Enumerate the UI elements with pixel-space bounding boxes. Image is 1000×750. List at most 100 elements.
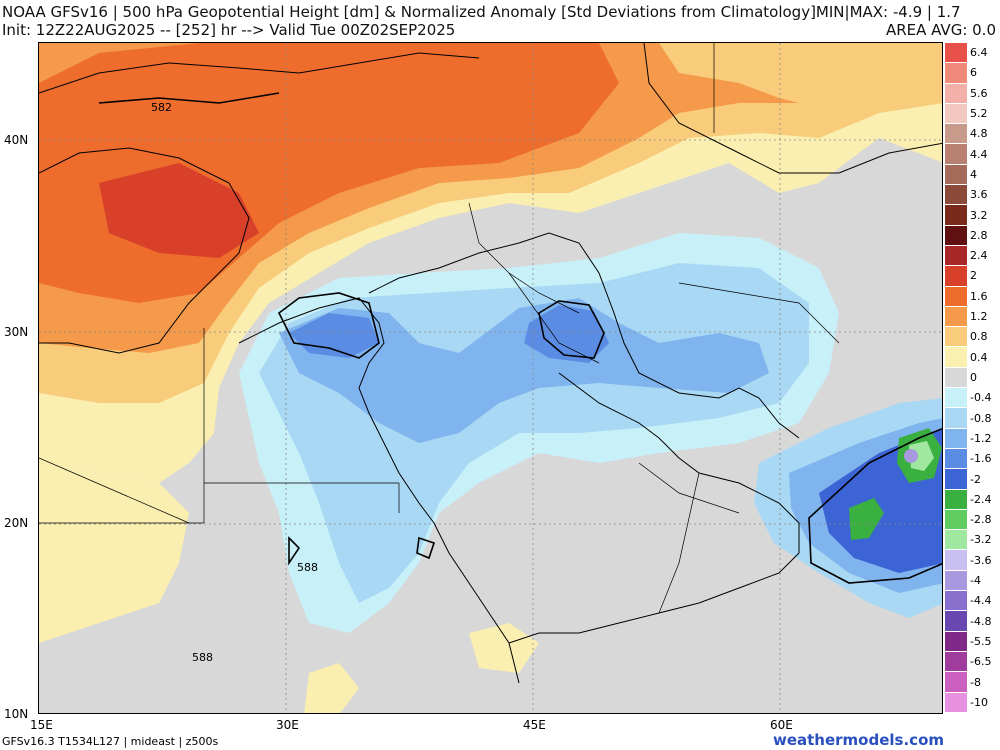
green-anomaly-3 <box>849 498 884 540</box>
legend-label: 4.8 <box>970 127 988 141</box>
area-average: AREA AVG: 0.0 <box>885 21 996 39</box>
legend-label: 4 <box>970 167 977 181</box>
legend-swatch <box>945 611 967 632</box>
legend-label: 2.8 <box>970 228 988 242</box>
legend-swatch <box>945 164 967 186</box>
legend-label: 6 <box>970 66 977 80</box>
lat-label-20n: 20N <box>4 516 29 530</box>
map-title: NOAA GFSv16 | 500 hPa Geopotential Heigh… <box>2 3 961 21</box>
legend-label: -4.4 <box>970 594 992 608</box>
legend-swatch <box>945 245 967 267</box>
legend-swatch <box>945 225 967 246</box>
legend-swatch <box>945 103 967 125</box>
legend-label: -2.8 <box>970 513 992 527</box>
lon-label-30e: 30E <box>276 718 299 732</box>
legend-label: 1.6 <box>970 289 988 303</box>
lon-label-45e: 45E <box>523 718 546 732</box>
contour-label-588-east: 588 <box>297 561 318 574</box>
legend-label: 5.2 <box>970 107 988 121</box>
lat-label-10n: 10N <box>4 707 29 721</box>
legend-label: -2 <box>970 472 981 486</box>
legend-swatch <box>945 83 967 104</box>
legend-label: -1.2 <box>970 431 992 445</box>
legend-label: -4.8 <box>970 614 992 628</box>
legend-swatch <box>945 388 967 409</box>
brand-link[interactable]: weathermodels.com <box>772 731 944 749</box>
cold-anomaly-core-west <box>289 313 379 358</box>
legend-swatch <box>945 286 967 307</box>
legend-swatch <box>945 327 967 348</box>
legend-swatch <box>945 428 967 449</box>
legend-label: -5.5 <box>970 634 992 648</box>
anomaly-map: 582 588 588 <box>39 43 942 713</box>
legend-label: -6.5 <box>970 655 992 669</box>
legend-label: -2.4 <box>970 492 992 506</box>
map-panel: 582 588 588 <box>38 42 943 714</box>
lat-lon-grid <box>39 43 942 713</box>
warm-anomaly-south-1 <box>39 463 189 643</box>
legend-swatch <box>945 185 967 206</box>
contour-label-588-west: 588 <box>192 651 213 664</box>
coastlines <box>39 43 942 684</box>
height-contours <box>98 92 942 584</box>
legend-swatch <box>945 367 967 389</box>
lat-label-40n: 40N <box>4 133 29 147</box>
legend-swatch <box>945 144 967 165</box>
legend-label: 2.4 <box>970 249 988 263</box>
legend-swatch <box>945 631 967 652</box>
legend-label: 2 <box>970 269 977 283</box>
legend-label: 3.2 <box>970 208 988 222</box>
warm-anomaly-south-3 <box>304 663 359 713</box>
cold-anomaly-core-gulf <box>524 305 609 363</box>
legend-label: -10 <box>970 695 988 709</box>
warm-anomaly-core <box>99 163 259 258</box>
legend-swatch <box>945 692 967 713</box>
legend-label: 0 <box>970 371 977 384</box>
lat-label-30n: 30N <box>4 325 29 339</box>
cold-anomaly-strong <box>279 298 769 443</box>
legend-swatch <box>945 489 967 510</box>
legend-swatch <box>945 347 967 368</box>
legend-label: 0.4 <box>970 350 988 364</box>
legend-swatch <box>945 591 967 612</box>
legend-swatch <box>945 408 967 429</box>
legend-swatch <box>945 672 967 693</box>
legend-label: 6.4 <box>970 46 988 60</box>
legend-swatch <box>945 570 967 592</box>
legend-swatch <box>945 530 967 551</box>
min-anomaly-spot <box>904 449 918 463</box>
legend-label: -1.6 <box>970 452 992 466</box>
legend-label: 4.4 <box>970 147 988 161</box>
legend-label: -0.8 <box>970 411 992 425</box>
green-anomaly-2 <box>909 441 934 471</box>
legend-label: -0.4 <box>970 391 992 405</box>
legend-label: 3.6 <box>970 188 988 202</box>
warm-anomaly-band <box>659 43 942 113</box>
model-info: GFSv16.3 T1534L127 | mideast | z500s <box>2 735 219 748</box>
legend-label: 0.8 <box>970 330 988 344</box>
color-legend <box>945 43 967 713</box>
legend-swatch <box>945 509 967 531</box>
contour-label-582: 582 <box>151 101 172 114</box>
legend-label: -4 <box>970 574 981 588</box>
legend-swatch <box>945 469 967 490</box>
legend-label: -3.6 <box>970 553 992 567</box>
legend-label: -3.2 <box>970 533 992 547</box>
legend-swatch <box>945 205 967 226</box>
legend-label: -8 <box>970 675 981 689</box>
legend-swatch <box>945 306 967 328</box>
init-valid-time: Init: 12Z22AUG2025 -- [252] hr --> Valid… <box>2 21 456 39</box>
lon-label-60e: 60E <box>770 718 793 732</box>
lon-label-15e: 15E <box>30 718 53 732</box>
legend-swatch <box>945 550 967 571</box>
warm-anomaly-south-2 <box>469 623 539 673</box>
legend-label: 5.6 <box>970 86 988 100</box>
legend-swatch <box>945 651 967 673</box>
legend-swatch <box>945 266 967 287</box>
legend-swatch <box>945 43 967 64</box>
legend-swatch <box>945 63 967 84</box>
legend-swatch <box>945 448 967 470</box>
legend-label: 1.2 <box>970 310 988 324</box>
country-borders <box>39 43 840 614</box>
legend-swatch <box>945 124 967 145</box>
